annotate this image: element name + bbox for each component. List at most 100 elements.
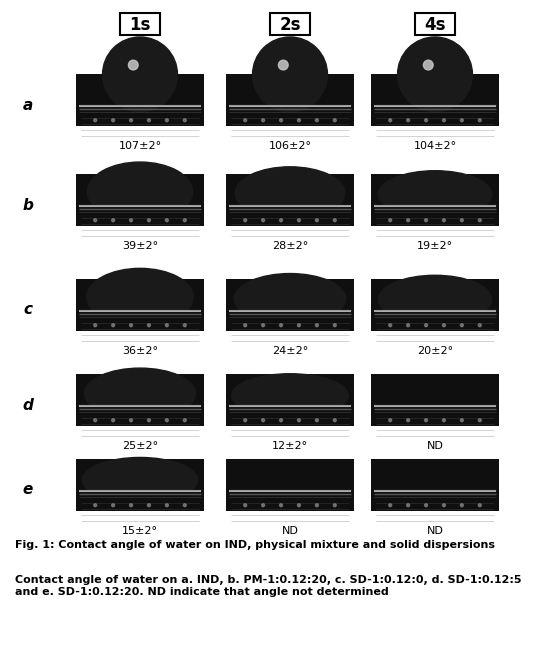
Circle shape [334,219,336,221]
Point [346,226,352,234]
Circle shape [111,419,115,421]
Point [371,102,377,110]
Circle shape [478,419,482,421]
Circle shape [165,504,168,506]
Point [196,499,202,507]
Point [226,205,232,213]
Point [348,313,354,321]
Point [228,114,234,122]
Point [76,307,82,315]
Point [491,226,497,234]
Point [373,132,379,140]
Point [373,319,379,327]
Ellipse shape [235,167,345,219]
Point [196,337,202,345]
Point [196,420,202,428]
Point [493,486,499,494]
Circle shape [147,504,151,506]
Point [198,201,204,209]
Bar [76,406,204,426]
Circle shape [298,118,300,122]
Circle shape [94,219,97,221]
Point [196,126,202,134]
Point [228,432,234,440]
Circle shape [442,219,445,221]
Text: 19±2°: 19±2° [417,241,453,251]
Point [493,306,499,314]
Point [493,310,499,318]
Point [491,325,497,333]
Point [493,490,499,498]
Point [348,105,354,113]
Point [491,426,497,434]
Circle shape [261,219,265,221]
Point [78,337,84,345]
Circle shape [315,504,318,506]
Circle shape [442,118,445,122]
Circle shape [94,504,97,506]
FancyBboxPatch shape [270,13,310,35]
Bar [371,374,499,426]
Text: Fig. 1: Contact angle of water on IND, physical mixture and solid dispersions: Fig. 1: Contact angle of water on IND, p… [15,540,495,550]
Point [76,493,82,501]
Point [196,331,202,339]
Point [226,402,232,410]
Point [493,208,499,216]
Ellipse shape [84,368,195,419]
Point [491,319,497,327]
Point [346,126,352,134]
Bar [226,279,354,331]
Point [493,202,499,210]
Point [373,337,379,345]
Point [493,401,499,409]
Point [371,202,377,210]
Circle shape [442,504,445,506]
Bar [371,311,499,331]
Circle shape [334,324,336,326]
Point [373,232,379,240]
Point [371,201,377,209]
Point [226,490,232,498]
Point [228,220,234,228]
Point [491,505,497,513]
Text: Contact angle of water on a. IND, b. PM-1:0.12:20, c. SD-1:0.12:0, d. SD-1:0.12:: Contact angle of water on a. IND, b. PM-… [15,575,521,597]
Point [78,325,84,333]
Circle shape [280,118,282,122]
Point [198,401,204,409]
Ellipse shape [82,458,197,502]
Point [348,306,354,314]
Circle shape [388,324,392,326]
Point [493,205,499,213]
Circle shape [424,419,428,421]
Point [228,505,234,513]
Point [348,493,354,501]
Point [76,405,82,413]
Point [198,402,204,410]
Point [196,232,202,240]
Point [493,313,499,321]
Point [76,208,82,216]
Point [493,105,499,113]
Point [228,414,234,422]
Point [373,511,379,519]
Circle shape [244,324,247,326]
Circle shape [388,118,392,122]
Point [78,226,84,234]
Circle shape [130,504,132,506]
Point [348,490,354,498]
Point [78,232,84,240]
Point [373,505,379,513]
Circle shape [424,504,428,506]
Point [373,517,379,525]
Circle shape [388,504,392,506]
Circle shape [129,60,138,70]
Bar [226,74,354,126]
Text: 36±2°: 36±2° [122,346,158,356]
Bar [76,491,204,511]
Point [196,220,202,228]
Point [196,325,202,333]
Point [78,499,84,507]
Point [348,201,354,209]
Point [348,102,354,110]
Text: 20±2°: 20±2° [417,346,453,356]
